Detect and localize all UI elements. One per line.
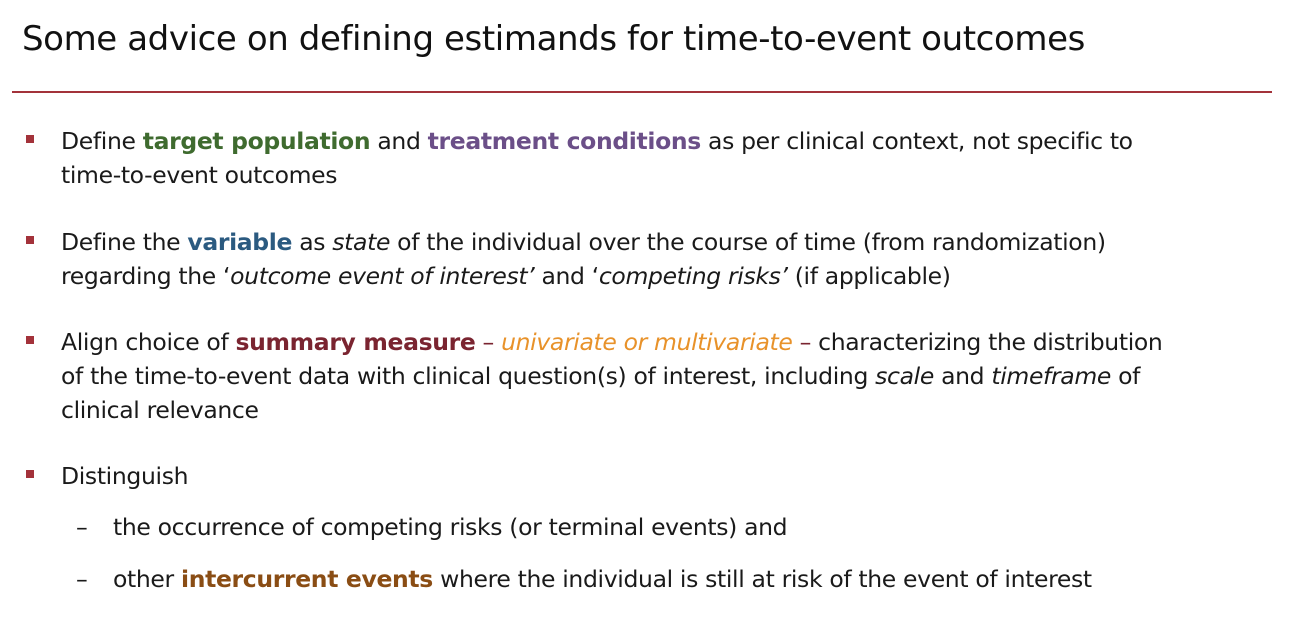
sub-bullet-text: other intercurrent events where the indi… xyxy=(113,562,1092,596)
italic-outcome-event: outcome event of interest’ xyxy=(230,262,535,290)
square-bullet-icon xyxy=(26,236,34,244)
bullet-text: Align choice of summary measure – univar… xyxy=(61,325,1273,427)
title-divider xyxy=(12,91,1272,93)
text-run: as xyxy=(292,228,333,256)
text-run: and ‘ xyxy=(534,262,599,290)
keyword-target-population: target population xyxy=(142,127,371,155)
text-run: (if applicable) xyxy=(787,262,951,290)
keyword-summary-measure: summary measure xyxy=(235,328,476,356)
bullet-line: time-to-event outcomes xyxy=(61,161,338,189)
bullet-line: clinical relevance xyxy=(61,396,259,424)
text-run: other xyxy=(113,565,181,593)
italic-timeframe: timeframe xyxy=(991,362,1111,390)
keyword-univariate-multivariate: univariate or multivariate xyxy=(501,328,793,356)
text-run: Align choice of xyxy=(61,328,236,356)
text-run: where the individual is still at risk of… xyxy=(432,565,1092,593)
text-run: – xyxy=(792,328,812,356)
bullet-line: Align choice of summary measure – univar… xyxy=(61,325,1273,359)
italic-competing-risks: competing risks’ xyxy=(598,262,788,290)
text-run: and xyxy=(933,362,992,390)
text-run: of the time-to-event data with clinical … xyxy=(61,362,876,390)
text-run: of the individual over the course of tim… xyxy=(390,228,1106,256)
bullet-text: Distinguish xyxy=(61,459,1273,493)
italic-scale: scale xyxy=(875,362,934,390)
square-bullet-icon xyxy=(26,135,34,143)
square-bullet-icon xyxy=(26,336,34,344)
bullet-line: Define the variable as state of the indi… xyxy=(61,225,1273,259)
dash-bullet-icon: – xyxy=(76,565,88,593)
slide-title: Some advice on defining estimands for ti… xyxy=(22,19,1085,59)
text-run: regarding the ‘ xyxy=(61,262,231,290)
text-run: characterizing the distribution xyxy=(811,328,1163,356)
bullet-text: Define target population and treatment c… xyxy=(61,124,1273,192)
text-run: Define xyxy=(61,127,143,155)
text-run: Define the xyxy=(61,228,188,256)
bullet-line: of the time-to-event data with clinical … xyxy=(61,359,1273,393)
keyword-variable: variable xyxy=(187,228,293,256)
keyword-intercurrent-events: intercurrent events xyxy=(180,565,433,593)
text-run: as per clinical context, not specific to xyxy=(700,127,1133,155)
bullet-text: Define the variable as state of the indi… xyxy=(61,225,1273,293)
sub-bullet-text: the occurrence of competing risks (or te… xyxy=(113,513,788,541)
bullet-line: Distinguish xyxy=(61,462,189,490)
bullet-line: regarding the ‘outcome event of interest… xyxy=(61,259,1273,293)
italic-state: state xyxy=(332,228,391,256)
text-run: of xyxy=(1111,362,1141,390)
dash-bullet-icon: – xyxy=(76,513,88,541)
bullet-line: Define target population and treatment c… xyxy=(61,124,1273,158)
square-bullet-icon xyxy=(26,470,34,478)
keyword-treatment-conditions: treatment conditions xyxy=(427,127,702,155)
text-run: and xyxy=(370,127,428,155)
text-run: – xyxy=(475,328,502,356)
